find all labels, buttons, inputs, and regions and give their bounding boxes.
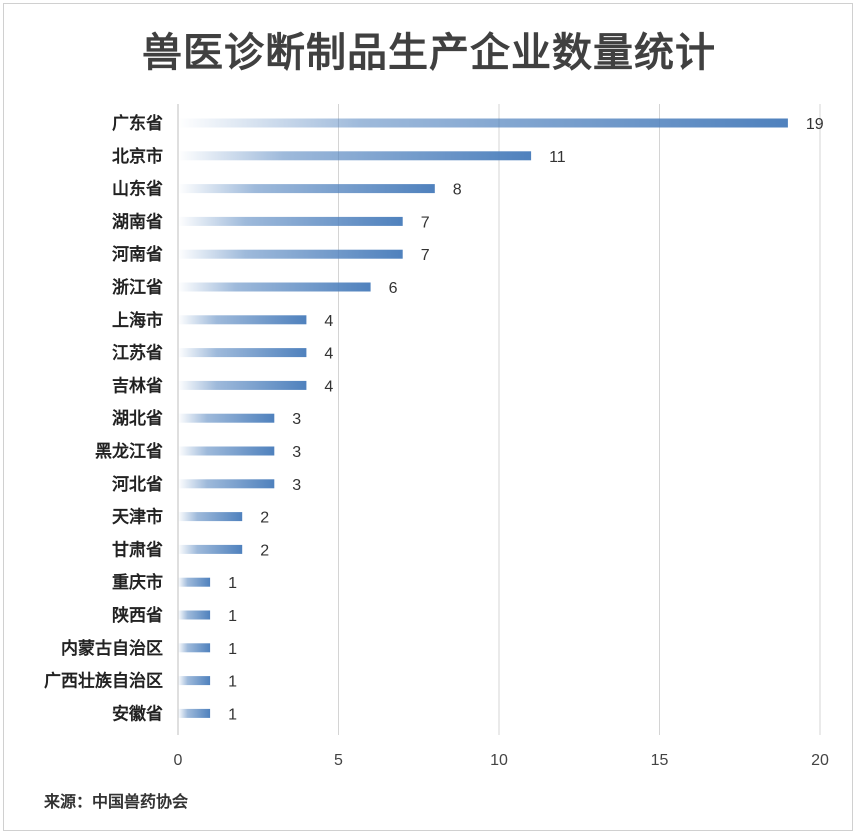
data-label: 2 [260, 542, 269, 559]
source-note: 来源：中国兽药协会 [44, 792, 189, 811]
bar-湖北省 [178, 413, 275, 423]
bar-山东省 [178, 184, 435, 194]
bar-重庆市 [178, 577, 211, 587]
data-label: 1 [228, 575, 237, 592]
x-tick-label: 0 [174, 752, 183, 769]
category-label: 重庆市 [112, 572, 163, 593]
data-label: 3 [292, 444, 301, 461]
data-label: 8 [453, 182, 462, 199]
bar-上海市 [178, 315, 307, 325]
data-label: 1 [228, 641, 237, 658]
bar-安徽省 [178, 708, 211, 718]
bar-河北省 [178, 479, 275, 489]
category-label: 安徽省 [112, 703, 163, 724]
chart-frame [3, 3, 853, 831]
data-label: 3 [292, 411, 301, 428]
category-label: 内蒙古自治区 [61, 638, 163, 659]
x-tick-label: 5 [334, 752, 343, 769]
x-tick-label: 20 [811, 752, 829, 769]
category-label: 河北省 [112, 474, 163, 495]
bar-河南省 [178, 249, 403, 259]
category-label: 黑龙江省 [95, 441, 163, 462]
data-label: 4 [324, 346, 333, 363]
bar-浙江省 [178, 282, 371, 292]
category-label: 上海市 [112, 310, 163, 331]
category-label: 湖南省 [112, 211, 163, 232]
data-label: 7 [421, 214, 430, 231]
data-label: 3 [292, 477, 301, 494]
x-tick-label: 10 [490, 752, 508, 769]
category-label: 浙江省 [112, 277, 163, 298]
category-label: 吉林省 [112, 375, 163, 396]
data-label: 11 [549, 149, 566, 166]
category-label: 湖北省 [112, 408, 163, 429]
category-label: 江苏省 [112, 343, 163, 364]
data-label: 1 [228, 674, 237, 691]
category-label: 广东省 [112, 113, 163, 134]
bar-江苏省 [178, 348, 307, 358]
bar-甘肃省 [178, 544, 243, 554]
data-label: 4 [324, 313, 333, 330]
bar-黑龙江省 [178, 446, 275, 456]
bar-吉林省 [178, 380, 307, 390]
category-label: 河南省 [112, 244, 163, 265]
data-label: 7 [421, 247, 430, 264]
category-label: 甘肃省 [112, 539, 163, 560]
bar-北京市 [178, 151, 532, 161]
data-label: 19 [806, 116, 824, 133]
x-tick-label: 15 [651, 752, 669, 769]
category-label: 陕西省 [112, 605, 163, 626]
bar-湖南省 [178, 216, 403, 226]
bar-陕西省 [178, 610, 211, 620]
bar-广东省 [178, 118, 788, 128]
category-label: 山东省 [112, 179, 163, 200]
bar-天津市 [178, 512, 243, 522]
data-label: 1 [228, 608, 237, 625]
chart-title: 兽医诊断制品生产企业数量统计 [142, 29, 716, 76]
data-label: 1 [228, 706, 237, 723]
category-label: 广西壮族自治区 [44, 671, 163, 692]
category-label: 北京市 [112, 146, 163, 167]
data-label: 6 [389, 280, 398, 297]
data-label: 2 [260, 510, 269, 527]
data-label: 4 [324, 378, 333, 395]
bar-广西壮族自治区 [178, 676, 211, 686]
category-label: 天津市 [112, 507, 163, 528]
bar-内蒙古自治区 [178, 643, 211, 653]
